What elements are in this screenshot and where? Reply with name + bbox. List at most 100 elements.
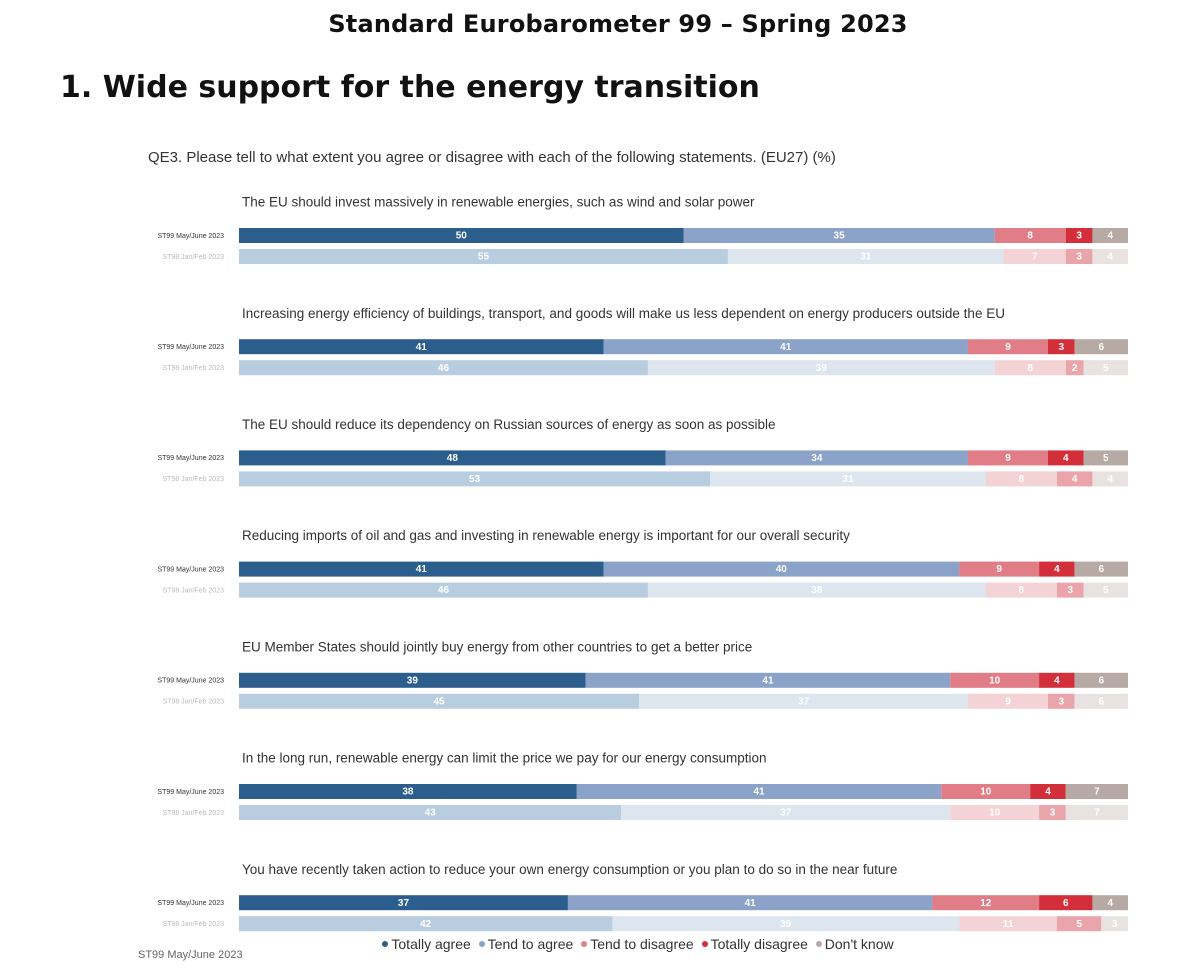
legend-dot-icon (815, 941, 822, 948)
data-label-current-totally-disagree: 4 (1054, 675, 1060, 686)
bar-previous-don-t-know (1101, 916, 1128, 932)
row-label-current: ST99 May/June 2023 (157, 789, 224, 796)
bar-current-tend-to-disagree (941, 784, 1031, 799)
bar-previous-tend-to-agree (639, 693, 968, 709)
bar-previous-totally-agree (239, 805, 622, 820)
data-label-previous-tend-to-disagree: 10 (989, 808, 1001, 819)
bar-current-totally-disagree (1047, 339, 1075, 355)
row-label-previous: ST98 Jan/Feb 2023 (163, 587, 225, 594)
statement-6: In the long run, renewable energy can li… (242, 751, 767, 766)
row-label-previous: ST98 Jan/Feb 2023 (163, 810, 225, 817)
data-label-current-totally-disagree: 3 (1059, 342, 1065, 353)
data-label-current-totally-disagree: 4 (1045, 787, 1051, 798)
data-label-previous-totally-agree: 42 (420, 919, 432, 930)
data-label-current-tend-to-disagree: 12 (980, 898, 992, 909)
data-label-previous-don-t-know: 4 (1107, 252, 1113, 263)
bar-previous-tend-to-disagree (985, 471, 1057, 487)
data-label-current-don-t-know: 5 (1103, 453, 1109, 464)
statement-5: EU Member States should jointly buy ener… (242, 639, 752, 654)
data-label-current-tend-to-agree: 41 (753, 787, 765, 798)
bar-previous-tend-to-disagree (950, 805, 1040, 820)
data-label-previous-don-t-know: 5 (1103, 585, 1109, 596)
data-label-previous-don-t-know: 6 (1099, 696, 1105, 707)
data-label-previous-totally-agree: 46 (438, 585, 450, 596)
row-label-current: ST99 May/June 2023 (157, 678, 224, 685)
data-label-previous-tend-to-disagree: 11 (1003, 919, 1014, 930)
bar-current-don-t-know (1065, 784, 1128, 799)
bar-previous-totally-agree (239, 916, 613, 932)
data-label-current-don-t-know: 7 (1094, 787, 1100, 798)
row-label-previous: ST98 Jan/Feb 2023 (163, 699, 225, 706)
data-label-current-don-t-know: 4 (1107, 898, 1113, 909)
statement-4: Reducing imports of oil and gas and inve… (242, 528, 850, 543)
data-label-current-tend-to-disagree: 8 (1027, 231, 1033, 242)
bar-current-tend-to-agree (603, 561, 960, 577)
chart-legend: Totally agree Tend to agree Tend to disa… (0, 936, 1200, 952)
bar-current-totally-agree (239, 561, 604, 577)
bar-current-tend-to-disagree (967, 450, 1048, 466)
bar-previous-don-t-know (1083, 582, 1128, 598)
data-label-previous-totally-disagree: 3 (1067, 585, 1073, 596)
data-label-previous-tend-to-disagree: 8 (1019, 474, 1025, 485)
bar-previous-totally-agree (239, 582, 648, 598)
legend-dot-icon (478, 941, 485, 948)
bar-current-totally-agree (239, 784, 577, 799)
chart-title: QE3. Please tell to what extent you agre… (148, 149, 836, 166)
data-label-current-totally-agree: 50 (456, 231, 468, 242)
bar-current-totally-agree (239, 672, 586, 688)
statement-1: The EU should invest massively in renewa… (242, 195, 755, 210)
legend-dot-icon (581, 941, 588, 948)
bar-previous-tend-to-disagree (985, 582, 1057, 598)
bar-current-don-t-know (1074, 339, 1128, 355)
bar-previous-totally-disagree (1047, 693, 1075, 709)
legend-item-tend-to-disagree: Tend to disagree (581, 936, 694, 952)
data-label-current-totally-agree: 48 (447, 453, 459, 464)
data-label-previous-totally-disagree: 3 (1059, 696, 1065, 707)
data-label-current-totally-agree: 41 (416, 564, 428, 575)
data-label-current-totally-disagree: 4 (1054, 564, 1060, 575)
statement-2: Increasing energy efficiency of building… (242, 306, 1005, 321)
statement-7: You have recently taken action to reduce… (242, 862, 897, 877)
bar-current-tend-to-agree (576, 784, 942, 799)
data-label-current-totally-agree: 39 (407, 675, 419, 686)
data-label-current-tend-to-disagree: 9 (1005, 453, 1011, 464)
data-label-previous-totally-disagree: 2 (1072, 363, 1078, 374)
data-label-current-tend-to-disagree: 10 (989, 675, 1001, 686)
legend-item-tend-to-agree: Tend to agree (478, 936, 573, 952)
data-label-current-don-t-know: 6 (1099, 675, 1105, 686)
bar-previous-tend-to-disagree (994, 360, 1066, 376)
bar-previous-don-t-know (1092, 249, 1128, 264)
legend-item-totally-disagree: Totally disagree (701, 936, 808, 952)
bar-current-totally-agree (239, 339, 604, 355)
data-label-current-tend-to-disagree: 10 (980, 787, 992, 798)
bar-previous-totally-disagree (1065, 360, 1084, 376)
bar-previous-totally-disagree (1065, 249, 1093, 264)
bar-previous-tend-to-agree (621, 805, 951, 820)
bar-previous-don-t-know (1083, 360, 1128, 376)
legend-item-totally-agree: Totally agree (382, 936, 471, 952)
data-label-current-tend-to-agree: 40 (776, 564, 788, 575)
data-label-previous-tend-to-disagree: 9 (1005, 696, 1011, 707)
legend-dot-icon (701, 941, 708, 948)
data-label-current-tend-to-agree: 35 (834, 231, 846, 242)
row-label-current: ST99 May/June 2023 (157, 566, 224, 573)
bar-previous-don-t-know (1092, 471, 1128, 487)
data-label-previous-totally-agree: 55 (478, 252, 490, 263)
bar-previous-don-t-know (1065, 805, 1128, 820)
data-label-current-don-t-know: 6 (1099, 564, 1105, 575)
data-label-previous-tend-to-agree: 31 (842, 474, 854, 485)
data-label-previous-tend-to-agree: 39 (780, 919, 792, 930)
data-label-previous-totally-agree: 53 (469, 474, 481, 485)
data-label-current-tend-to-agree: 41 (762, 675, 774, 686)
data-label-previous-totally-disagree: 3 (1076, 252, 1082, 263)
legend-item-dont-know: Don't know (815, 936, 894, 952)
bar-previous-totally-agree (239, 693, 640, 709)
bar-previous-tend-to-disagree (967, 693, 1048, 709)
data-label-previous-don-t-know: 7 (1094, 808, 1100, 819)
bar-current-don-t-know (1074, 672, 1128, 688)
bar-previous-tend-to-agree (727, 249, 1004, 264)
data-label-previous-tend-to-agree: 37 (780, 808, 792, 819)
data-label-current-don-t-know: 6 (1099, 342, 1105, 353)
row-label-previous: ST98 Jan/Feb 2023 (163, 365, 225, 372)
row-label-current: ST99 May/June 2023 (157, 344, 224, 351)
